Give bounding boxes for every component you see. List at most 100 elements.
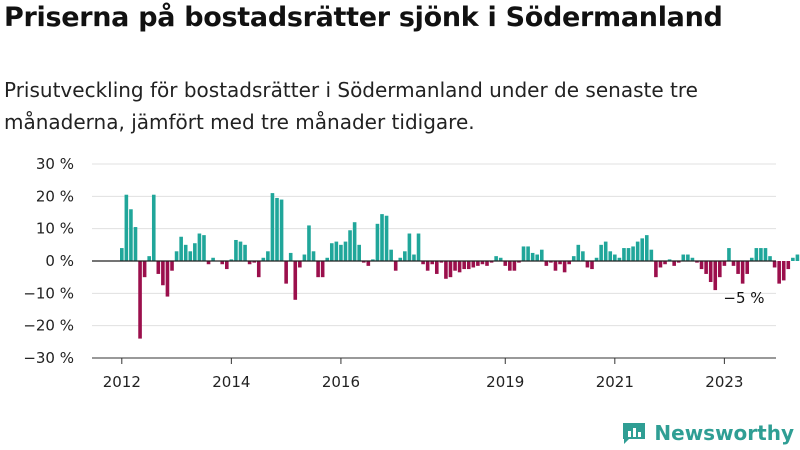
newsworthy-logo-icon bbox=[623, 423, 646, 444]
bar bbox=[211, 257, 215, 261]
bar bbox=[508, 261, 512, 271]
bar bbox=[503, 261, 508, 266]
bar bbox=[407, 233, 412, 261]
bar bbox=[626, 248, 631, 261]
bar bbox=[371, 259, 375, 261]
bar bbox=[781, 261, 786, 281]
bar bbox=[311, 251, 316, 261]
bar bbox=[489, 261, 494, 263]
bar bbox=[298, 261, 302, 268]
bar bbox=[599, 244, 603, 261]
bar bbox=[576, 244, 581, 261]
brand-name: Newsworthy bbox=[654, 421, 794, 445]
y-tick-label: −10 % bbox=[23, 284, 74, 302]
bar bbox=[676, 261, 681, 263]
bar bbox=[571, 256, 576, 261]
bar bbox=[471, 261, 476, 268]
bar bbox=[553, 261, 558, 271]
bar bbox=[421, 261, 425, 265]
bar bbox=[681, 254, 686, 261]
bar bbox=[585, 261, 590, 268]
bar bbox=[307, 225, 311, 261]
bar bbox=[453, 261, 457, 271]
bar bbox=[791, 257, 795, 261]
y-tick-label: 0 % bbox=[45, 252, 74, 270]
bar bbox=[562, 261, 567, 273]
bar bbox=[439, 261, 444, 263]
bar bbox=[174, 251, 179, 261]
bar bbox=[124, 194, 129, 261]
bar bbox=[220, 261, 225, 265]
bar bbox=[708, 261, 713, 283]
bar bbox=[339, 244, 343, 261]
bar bbox=[649, 249, 654, 261]
bar bbox=[622, 248, 626, 261]
bar bbox=[197, 233, 202, 261]
bar bbox=[393, 261, 398, 271]
bar bbox=[786, 261, 791, 270]
bar bbox=[594, 257, 599, 261]
bar bbox=[581, 251, 585, 261]
bar bbox=[640, 238, 645, 261]
bar bbox=[316, 261, 320, 278]
bar bbox=[722, 261, 727, 266]
bar bbox=[288, 252, 293, 261]
bar bbox=[293, 261, 298, 300]
bar bbox=[425, 261, 430, 271]
bar bbox=[234, 239, 238, 261]
bar bbox=[795, 254, 800, 261]
bar bbox=[644, 235, 649, 261]
bar bbox=[243, 244, 247, 261]
bar bbox=[380, 214, 384, 261]
bar bbox=[252, 261, 256, 263]
x-axis: 2012201420162019202120232025 bbox=[92, 357, 776, 391]
bar bbox=[695, 261, 699, 263]
bar bbox=[229, 259, 234, 261]
bar bbox=[266, 251, 270, 261]
bar bbox=[530, 252, 535, 261]
bar bbox=[161, 261, 165, 286]
brand: Newsworthy bbox=[621, 420, 794, 446]
bar bbox=[261, 257, 266, 261]
bar bbox=[590, 261, 594, 270]
bar bbox=[206, 261, 211, 265]
bar bbox=[654, 261, 658, 278]
bars bbox=[120, 193, 800, 339]
x-tick-label: 2014 bbox=[212, 373, 250, 391]
bar bbox=[129, 209, 133, 261]
bar bbox=[361, 261, 366, 263]
y-tick-label: 20 % bbox=[36, 187, 74, 205]
bar bbox=[170, 261, 174, 271]
bar bbox=[238, 241, 243, 261]
bar bbox=[357, 244, 361, 261]
bar bbox=[430, 261, 435, 265]
bar bbox=[613, 254, 617, 261]
bar bbox=[120, 248, 124, 261]
bar bbox=[539, 249, 544, 261]
bar bbox=[398, 257, 403, 261]
bar bbox=[156, 261, 161, 274]
y-tick-label: −30 % bbox=[23, 349, 74, 367]
bar bbox=[617, 257, 622, 261]
bar bbox=[448, 261, 453, 278]
bar bbox=[256, 261, 261, 278]
bar bbox=[690, 257, 695, 261]
bar bbox=[151, 194, 156, 261]
bar bbox=[225, 261, 229, 270]
y-axis-labels: 30 % 20 % 10 % 0 % −10 % −20 % −30 % bbox=[23, 155, 74, 367]
y-tick-label: −20 % bbox=[23, 317, 74, 335]
bar bbox=[302, 254, 307, 261]
bar bbox=[375, 223, 380, 261]
bar bbox=[549, 261, 553, 263]
bar bbox=[457, 261, 462, 273]
bar bbox=[466, 261, 471, 270]
bar bbox=[193, 243, 197, 261]
bar bbox=[476, 261, 480, 266]
bar bbox=[183, 244, 188, 261]
x-tick-label: 2012 bbox=[103, 373, 141, 391]
bar bbox=[133, 227, 138, 261]
last-value-annotation: −5 % bbox=[723, 289, 764, 307]
bar bbox=[270, 193, 275, 261]
bar bbox=[165, 261, 170, 297]
bar bbox=[686, 254, 690, 261]
